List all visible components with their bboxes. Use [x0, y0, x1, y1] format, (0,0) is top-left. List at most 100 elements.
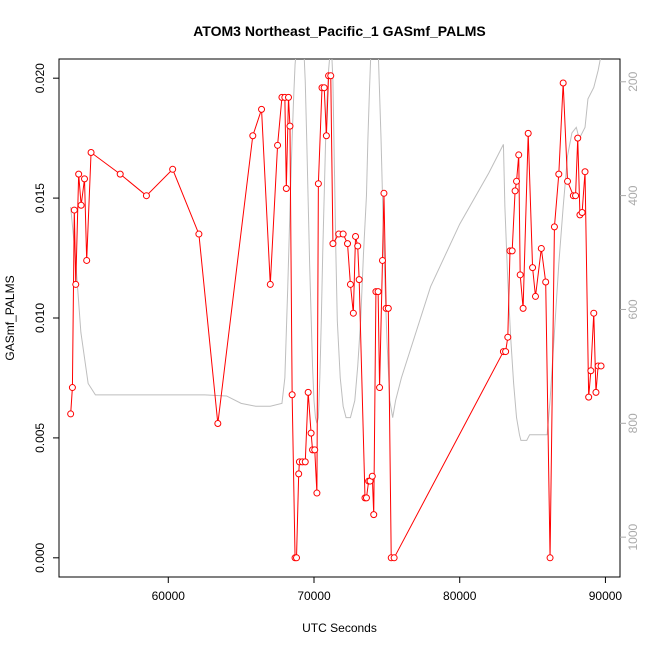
- data-point-6: [81, 175, 88, 183]
- data-point-90: [581, 168, 589, 176]
- data-point-69: [508, 247, 516, 255]
- data-point-23: [288, 391, 296, 399]
- y-tick-label-3: 0.015: [33, 183, 47, 213]
- data-point-33: [311, 446, 319, 454]
- secondary-series-layer: [70, 59, 601, 441]
- data-point-57: [374, 288, 382, 296]
- data-point-11: [169, 165, 177, 173]
- x-tick-label-0: 60000: [152, 589, 186, 603]
- data-point-67: [504, 333, 512, 341]
- data-point-91: [585, 393, 593, 401]
- data-point-82: [555, 170, 563, 178]
- data-point-3: [72, 280, 80, 288]
- data-point-26: [295, 470, 303, 478]
- y2-tick-label-1: 400: [626, 185, 640, 205]
- data-point-79: [542, 278, 550, 286]
- data-point-58: [376, 384, 384, 392]
- data-point-43: [339, 230, 347, 238]
- data-point-29: [301, 458, 309, 466]
- data-point-38: [322, 132, 330, 140]
- data-point-21: [285, 93, 292, 101]
- data-point-76: [529, 264, 537, 272]
- primary-series-layer: [67, 72, 605, 562]
- y2-tick-label-4: 1000: [626, 523, 640, 550]
- data-point-74: [519, 304, 527, 312]
- data-point-80: [546, 554, 554, 562]
- data-point-86: [572, 192, 580, 200]
- data-point-92: [587, 367, 595, 375]
- data-point-40: [327, 72, 335, 80]
- data-point-20: [282, 185, 290, 192]
- data-point-84: [564, 177, 572, 185]
- data-point-0: [67, 410, 75, 418]
- data-point-1: [68, 384, 76, 392]
- data-point-71: [513, 177, 521, 185]
- y-tick-label-0: 0.000: [33, 542, 47, 572]
- data-point-83: [559, 79, 567, 87]
- data-point-62: [384, 304, 392, 312]
- data-point-12: [195, 230, 203, 238]
- data-point-94: [592, 388, 600, 396]
- x-tick-label-3: 90000: [589, 589, 623, 603]
- data-point-2: [70, 206, 78, 214]
- secondary-series-line: [70, 59, 601, 441]
- y-axis-label: GASmf_PALMS: [3, 275, 17, 360]
- data-point-9: [116, 170, 124, 178]
- data-point-15: [258, 105, 266, 113]
- data-point-35: [314, 180, 322, 188]
- data-point-46: [349, 309, 357, 317]
- data-point-96: [597, 362, 605, 370]
- data-point-51: [362, 494, 370, 502]
- data-point-41: [329, 240, 337, 248]
- x-axis: 60000 70000 80000 90000: [152, 577, 623, 603]
- data-point-22: [286, 122, 294, 130]
- x-tick-label-1: 70000: [297, 589, 331, 603]
- chart-title: ATOM3 Northeast_Pacific_1 GASmf_PALMS: [193, 23, 486, 39]
- data-point-10: [142, 192, 150, 200]
- data-point-73: [516, 271, 524, 279]
- data-point-44: [344, 240, 352, 248]
- y-tick-label-2: 0.010: [33, 303, 47, 333]
- data-point-49: [355, 276, 363, 284]
- y-tick-label-4: 0.020: [33, 63, 47, 93]
- data-point-17: [274, 141, 282, 149]
- data-point-66: [502, 348, 510, 356]
- data-point-55: [370, 511, 378, 519]
- data-point-16: [266, 280, 274, 288]
- data-point-5: [77, 201, 85, 209]
- data-point-64: [390, 554, 398, 562]
- y-tick-label-1: 0.005: [33, 423, 47, 453]
- data-point-75: [524, 129, 532, 137]
- y2-tick-label-2: 600: [626, 299, 640, 319]
- x-tick-label-2: 80000: [443, 589, 477, 603]
- data-point-25: [293, 554, 301, 562]
- data-point-13: [214, 420, 222, 428]
- data-point-77: [531, 292, 539, 300]
- data-point-37: [320, 84, 328, 92]
- data-point-59: [378, 256, 386, 264]
- data-point-47: [352, 232, 360, 240]
- data-point-34: [313, 489, 321, 497]
- y2-tick-label-3: 800: [626, 413, 640, 433]
- y2-tick-label-0: 200: [626, 71, 640, 91]
- data-point-7: [83, 256, 91, 264]
- data-point-72: [515, 151, 523, 159]
- data-point-48: [354, 242, 362, 250]
- data-point-31: [307, 429, 315, 437]
- x-axis-label: UTC Seconds: [302, 621, 377, 635]
- data-point-8: [87, 149, 95, 157]
- data-point-78: [537, 244, 545, 252]
- data-point-87: [574, 134, 582, 142]
- data-point-60: [380, 189, 388, 197]
- data-point-70: [511, 187, 519, 195]
- data-point-54: [368, 472, 376, 480]
- y-axis-left: 0.000 0.005 0.010 0.015 0.020: [33, 63, 59, 573]
- data-point-14: [249, 132, 257, 140]
- data-point-93: [590, 309, 598, 317]
- data-point-81: [550, 223, 558, 231]
- data-point-30: [304, 388, 312, 396]
- data-point-89: [578, 208, 586, 216]
- data-point-45: [346, 280, 354, 288]
